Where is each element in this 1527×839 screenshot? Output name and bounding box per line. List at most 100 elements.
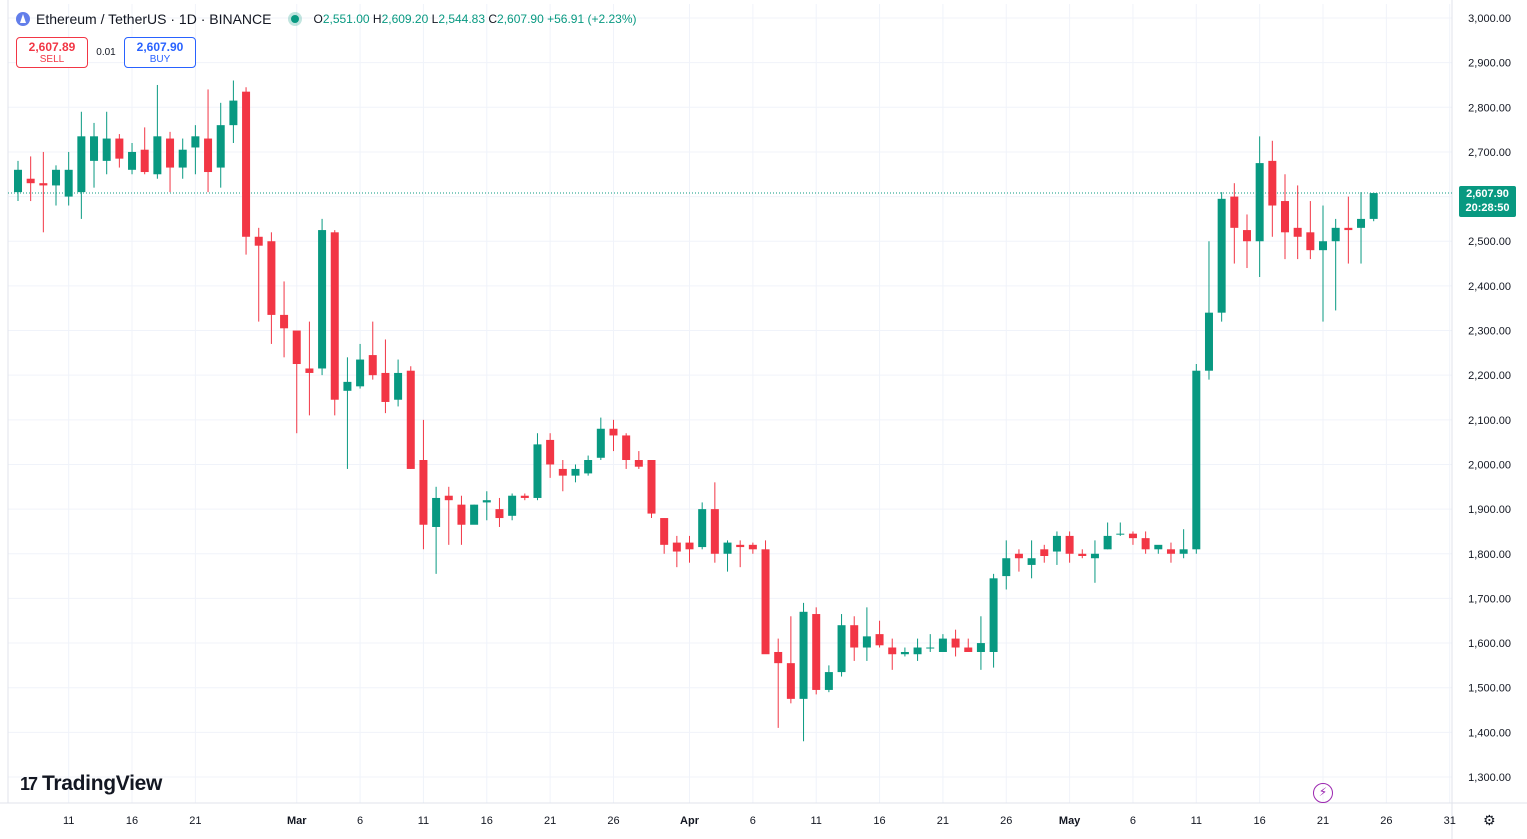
x-tick-label: Mar [287, 815, 307, 827]
candle-body [520, 495, 529, 498]
candle-body [989, 578, 998, 652]
symbol-title[interactable]: Ethereum / TetherUS · 1D · BINANCE [36, 11, 272, 27]
candle-body [900, 651, 909, 655]
candle-body [254, 236, 263, 246]
candle-body [1166, 549, 1175, 554]
y-tick-label: 2,400.00 [1468, 281, 1511, 293]
candle-body [774, 651, 783, 664]
candle-body [267, 241, 276, 315]
candle-body [1040, 549, 1049, 556]
y-tick-label: 2,900.00 [1468, 58, 1511, 70]
candle-body [1192, 370, 1201, 550]
lightning-icon[interactable]: ⚡ [1313, 783, 1333, 803]
bar-countdown: 20:28:50 [1465, 202, 1510, 214]
current-price-tag: 2,607.90 20:28:50 [1459, 186, 1516, 217]
candle-body [1268, 160, 1277, 206]
candle-body [976, 643, 985, 652]
candle-body [140, 149, 149, 173]
candle-body [913, 647, 922, 655]
close-value: 2,607.90 [497, 12, 544, 26]
ethereum-icon [16, 12, 30, 26]
candle-body [634, 460, 643, 467]
candle-body [1319, 241, 1328, 251]
candle-body [1065, 535, 1074, 554]
buy-button[interactable]: 2,607.90 BUY [124, 37, 196, 68]
x-tick-label: 11 [1191, 815, 1202, 827]
y-tick-label: 2,000.00 [1468, 459, 1511, 471]
x-tick-label: 21 [544, 815, 556, 827]
candle-body [558, 468, 567, 476]
candle-body [862, 636, 871, 648]
trade-panel: 2,607.89 SELL 0.01 2,607.90 BUY [16, 37, 196, 68]
candle-body [571, 468, 580, 476]
candle-body [1052, 535, 1061, 552]
market-open-icon [291, 15, 300, 23]
candle-body [52, 169, 61, 186]
candle-body [938, 638, 947, 652]
x-tick-label: 21 [1317, 815, 1329, 827]
x-tick-label: 21 [937, 815, 949, 827]
x-tick-label: 21 [189, 815, 201, 827]
candle-body [660, 518, 669, 545]
candle-body [1255, 163, 1264, 242]
candle-body [964, 647, 973, 652]
candle-body [318, 230, 327, 369]
gear-icon[interactable]: ⚙ [1483, 812, 1496, 828]
y-tick-label: 2,800.00 [1468, 102, 1511, 114]
candle-body [622, 435, 631, 461]
candle-body [330, 232, 339, 400]
x-tick-label: 6 [1130, 815, 1136, 827]
candle-body [495, 509, 504, 519]
tradingview-logo[interactable]: 17 TradingView [20, 772, 162, 796]
candle-body [115, 138, 124, 159]
candle-body [1128, 533, 1137, 539]
candle-body [368, 355, 377, 376]
candle-body [1344, 227, 1353, 231]
y-tick-label: 1,500.00 [1468, 683, 1511, 695]
candle-body [736, 544, 745, 548]
y-tick-label: 2,100.00 [1468, 415, 1511, 427]
candle-body [90, 136, 99, 161]
candle-body [64, 169, 73, 197]
candle-body [1369, 193, 1378, 219]
y-tick-label: 1,700.00 [1468, 593, 1511, 605]
candle-body [1027, 558, 1036, 565]
candle-body [128, 151, 137, 170]
candle-body [799, 611, 808, 699]
candle-body [1306, 232, 1315, 251]
candle-body [356, 359, 365, 387]
x-tick-label: 16 [1254, 815, 1266, 827]
candle-body [824, 672, 833, 690]
candle-body [508, 495, 517, 516]
high-value: 2,609.20 [381, 12, 429, 26]
y-tick-label: 3,000.00 [1468, 13, 1511, 25]
candle-body [457, 504, 466, 525]
candle-body [406, 370, 415, 469]
candle-body [533, 444, 542, 498]
candle-body [26, 178, 35, 184]
x-tick-label: 16 [481, 815, 493, 827]
open-value: 2,551.00 [322, 12, 370, 26]
candle-body [786, 663, 795, 699]
candle-body [444, 495, 453, 501]
x-tick-label: 16 [873, 815, 885, 827]
buy-label: BUY [149, 54, 171, 65]
candle-body [1230, 196, 1239, 228]
candle-body [609, 428, 618, 436]
candle-body [926, 647, 935, 649]
x-tick-label: 26 [1000, 815, 1012, 827]
x-tick-label: 16 [126, 815, 138, 827]
candle-body [305, 368, 314, 373]
candle-body [546, 439, 555, 465]
candle-body [216, 125, 225, 168]
candle-body [1116, 533, 1125, 535]
candle-body [875, 634, 884, 646]
candle-body [1078, 553, 1087, 556]
symbol-legend[interactable]: Ethereum / TetherUS · 1D · BINANCE O2,55… [16, 11, 637, 27]
tradingview-logo-text: TradingView [42, 772, 163, 795]
candle-body [77, 136, 86, 193]
x-tick-label: 11 [63, 815, 74, 827]
candle-body [1293, 227, 1302, 237]
sell-button[interactable]: 2,607.89 SELL [16, 37, 88, 68]
